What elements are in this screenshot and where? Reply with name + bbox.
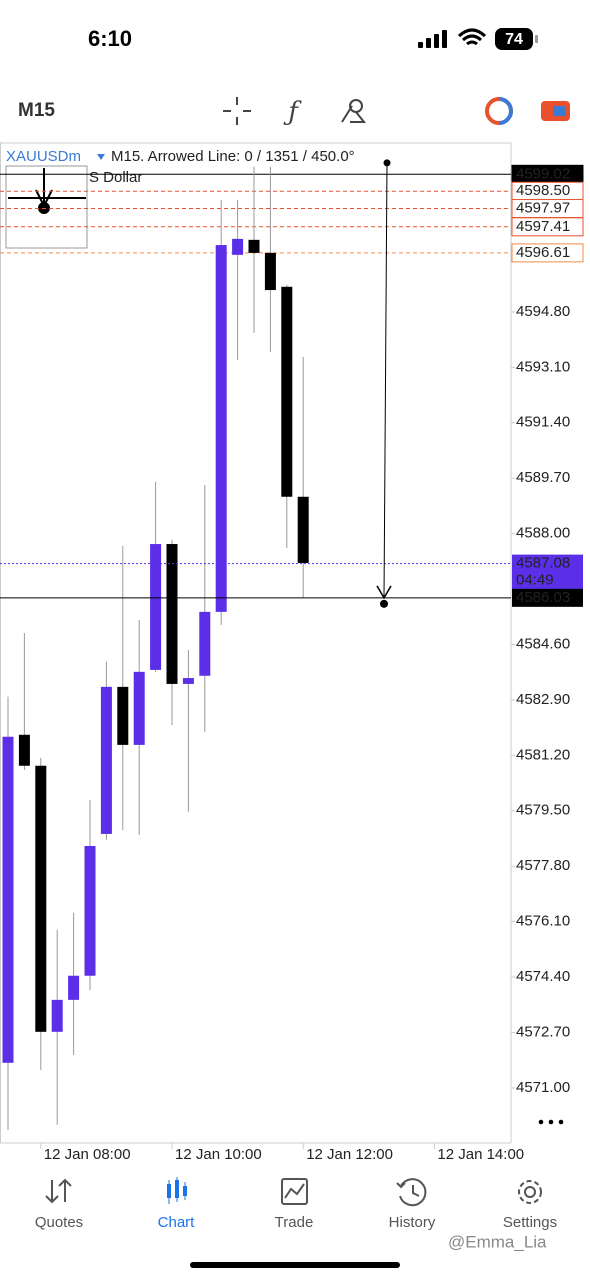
indicator-icon[interactable]: ƒ — [283, 97, 302, 127]
horizontal-line-tag — [512, 588, 583, 607]
y-tick-label: 4576.10 — [516, 913, 570, 930]
wifi — [457, 28, 487, 46]
y-tick-label: 4582.90 — [516, 691, 570, 708]
level-label: 4597.41 — [516, 218, 570, 235]
candle-body — [100, 686, 112, 834]
level-label: 4597.97 — [516, 200, 570, 217]
chart-icon[interactable] — [167, 1177, 187, 1204]
settings-icon[interactable] — [518, 1180, 542, 1204]
candle-body — [84, 845, 96, 976]
chart-header: M15. Arrowed Line: 0 / 1351 / 450.0° — [111, 148, 355, 165]
home-indicator — [190, 1262, 400, 1268]
current-price-label: 4587.08 — [516, 555, 570, 572]
candle-body — [182, 678, 194, 684]
timeframe[interactable]: M15 — [18, 100, 55, 121]
battery-level: 74 — [505, 31, 523, 48]
symbol-description: S Dollar — [89, 169, 142, 186]
countdown: 04:49 — [516, 572, 554, 589]
level-tag — [511, 243, 584, 263]
symbol[interactable]: XAUUSDm — [6, 148, 81, 165]
x-tick-label: 12 Jan 14:00 — [437, 1146, 524, 1163]
account-icon[interactable] — [485, 97, 513, 125]
candle-body — [199, 611, 211, 676]
level-tag — [511, 217, 584, 237]
candle-body — [18, 734, 30, 766]
level-label: 4599.02 — [516, 165, 570, 182]
x-tick-label: 12 Jan 10:00 — [175, 1146, 262, 1163]
candle-body — [297, 496, 309, 563]
candle-body — [264, 252, 276, 291]
candle-body — [166, 544, 178, 684]
candle-body — [133, 671, 145, 745]
nav-tab-label[interactable]: Quotes — [35, 1214, 83, 1231]
arrow-head — [376, 585, 392, 600]
current-price-tag — [512, 554, 583, 591]
battery-tip — [535, 35, 538, 43]
nav-tab-label[interactable]: Chart — [158, 1214, 196, 1231]
y-tick-label: 4591.40 — [516, 414, 570, 431]
candle-body — [35, 765, 47, 1032]
y-tick-label: 4574.40 — [516, 968, 570, 985]
clock: 6:10 — [88, 26, 132, 51]
x-tick-label: 12 Jan 08:00 — [44, 1146, 131, 1163]
nav-tab-label[interactable]: Trade — [275, 1214, 314, 1231]
y-tick-label: 4581.20 — [516, 746, 570, 763]
y-tick-label: 4577.80 — [516, 857, 570, 874]
y-tick-label: 4589.70 — [516, 469, 570, 486]
candle-body — [232, 238, 244, 255]
candle-body — [215, 245, 227, 612]
nav-tab-label[interactable]: History — [389, 1214, 436, 1231]
level-label: 4598.50 — [516, 182, 570, 199]
y-tick-label: 4579.50 — [516, 802, 570, 819]
candle-body — [248, 239, 260, 253]
y-tick-label: 4593.10 — [516, 358, 570, 375]
thumb-arrow — [8, 168, 86, 214]
y-tick-label: 4571.00 — [516, 1079, 570, 1096]
history-icon[interactable] — [396, 1178, 427, 1207]
crosshair-icon[interactable] — [223, 97, 251, 125]
x-tick-label: 12 Jan 12:00 — [306, 1146, 393, 1163]
symbol-dropdown[interactable] — [97, 154, 105, 160]
quotes-icon[interactable] — [45, 1178, 72, 1204]
candle-body — [68, 975, 80, 1000]
y-tick-label: 4588.00 — [516, 525, 570, 542]
arrowed-line-end[interactable] — [380, 599, 388, 608]
trade-tab-icon[interactable] — [281, 1178, 308, 1205]
more-dots[interactable] — [538, 1119, 564, 1125]
watermark: @Emma_Lia — [448, 1232, 547, 1251]
candle-body — [51, 999, 63, 1032]
trade-icon[interactable] — [541, 101, 570, 121]
y-tick-label: 4584.60 — [516, 635, 570, 652]
candle-body — [2, 736, 14, 1063]
level-label: 4596.61 — [516, 244, 570, 261]
nav-tab-label[interactable]: Settings — [503, 1214, 557, 1231]
objects-icon[interactable] — [341, 99, 367, 123]
signal — [418, 30, 447, 48]
arrowed-line[interactable] — [383, 162, 388, 598]
candle-body — [281, 286, 293, 497]
candle-body — [117, 686, 129, 745]
y-tick-label: 4572.70 — [516, 1023, 570, 1040]
candle-body — [150, 544, 162, 670]
arrowed-line-start[interactable] — [383, 159, 391, 167]
horizontal-line-label: 4586.03 — [516, 589, 570, 606]
battery — [495, 28, 533, 50]
plot — [0, 142, 512, 1144]
nav-bar — [45, 1177, 542, 1207]
y-tick-label: 4594.80 — [516, 303, 570, 320]
